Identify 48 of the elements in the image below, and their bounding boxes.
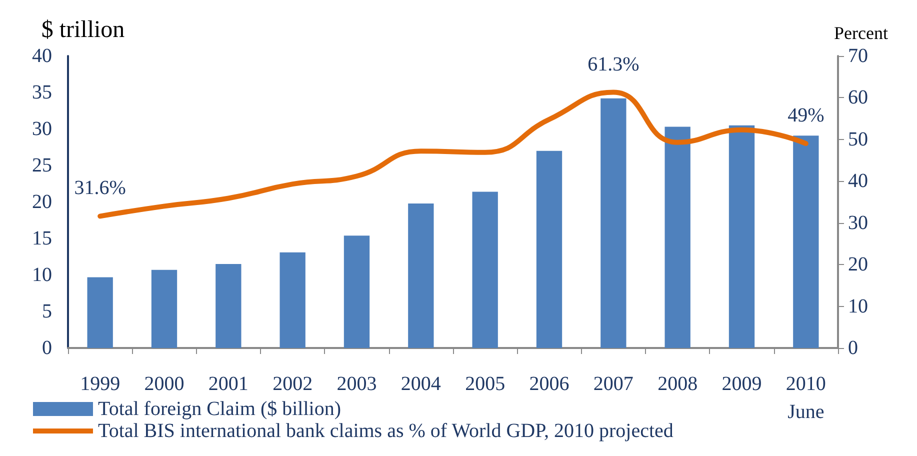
data-label: 31.6% xyxy=(74,177,126,200)
bar xyxy=(793,136,819,348)
x-tick-label: 2003 xyxy=(336,373,377,395)
x-tick-label: 2008 xyxy=(658,373,698,395)
y-tick-label: 0 xyxy=(42,337,52,359)
y2-tick-label: 60 xyxy=(848,86,868,109)
x-tick-label: 2001 xyxy=(208,373,248,395)
y-tick-label: 10 xyxy=(32,264,52,286)
y-tick-label: 35 xyxy=(32,82,52,104)
y2-tick-label: 20 xyxy=(848,254,868,276)
legend-label: Total foreign Claim ($ billion) xyxy=(98,398,341,420)
y-tick-label: 40 xyxy=(32,45,52,67)
y-tick-label: 20 xyxy=(32,191,52,213)
x-tick-label: 2009 xyxy=(722,373,762,395)
data-label: 49% xyxy=(788,104,824,127)
x-tick-label: 2004 xyxy=(400,373,441,395)
y2-tick-label: 40 xyxy=(848,170,868,192)
bar xyxy=(600,98,626,348)
y-axis-title: $ trillion xyxy=(41,17,125,43)
y2-tick-label: 10 xyxy=(848,295,868,318)
bar xyxy=(536,150,562,348)
bar xyxy=(151,270,178,348)
x-tick-label: 2005 xyxy=(465,373,506,395)
y2-tick-label: 50 xyxy=(848,128,868,150)
bar xyxy=(728,125,755,348)
x-tick-label: 2000 xyxy=(144,373,184,395)
y-tick-label: 15 xyxy=(32,228,52,250)
x-tick-label: 2006 xyxy=(529,373,570,395)
bar xyxy=(87,277,113,348)
x-tick-label: 2010 June xyxy=(786,373,826,423)
y-tick-label: 30 xyxy=(32,118,52,140)
bar xyxy=(280,252,306,348)
bar xyxy=(664,126,690,348)
x-tick-label: 2007 xyxy=(593,373,634,395)
bar xyxy=(408,203,434,348)
x-tick-label: 2002 xyxy=(272,373,313,395)
y2-tick-label: 70 xyxy=(848,45,868,67)
y-tick-label: 25 xyxy=(32,154,52,176)
y-tick-label: 5 xyxy=(42,300,52,322)
y2-tick-label: 0 xyxy=(848,337,858,359)
data-label: 61.3% xyxy=(588,53,640,76)
y2-axis-title: Percent xyxy=(834,23,888,43)
x-tick-label: 1999 xyxy=(80,373,120,395)
bar xyxy=(472,192,498,348)
bar xyxy=(216,264,242,348)
y2-tick-label: 30 xyxy=(848,212,868,234)
bar xyxy=(344,236,370,348)
legend-label: Total BIS international bank claims as % of World GDP, 2010 projected xyxy=(98,420,674,442)
